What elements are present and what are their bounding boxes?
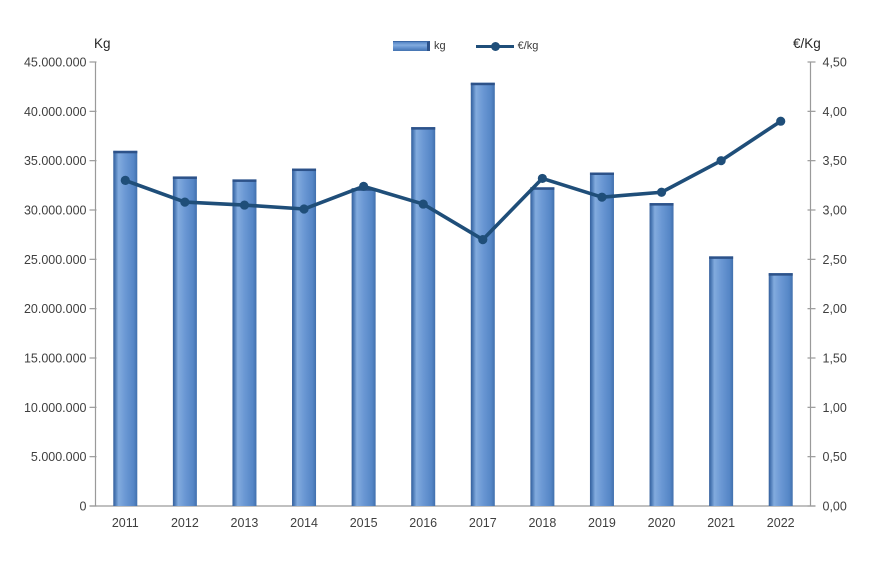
bar-2015 — [351, 188, 376, 506]
bar-cap-2020 — [649, 203, 674, 206]
bar-2022 — [768, 273, 793, 506]
legend-item-eur-per-kg: €/kg — [475, 40, 539, 52]
line-point-2015 — [359, 181, 369, 191]
x-axis-label-2015: 2015 — [350, 516, 378, 530]
line-point-2014 — [299, 204, 309, 214]
bar-cap-2012 — [172, 176, 197, 179]
left-axis-tick-label: 20.000.000 — [24, 302, 87, 316]
right-axis-tick-label: 0,50 — [823, 450, 847, 464]
bar-2011 — [113, 150, 138, 507]
line-point-2012 — [180, 197, 190, 207]
line-point-2020 — [656, 187, 667, 197]
x-axis-label-2020: 2020 — [648, 516, 676, 530]
x-axis-label-2017: 2017 — [469, 516, 497, 530]
bar-2013 — [232, 179, 257, 506]
left-axis-tick-label: 10.000.000 — [24, 401, 87, 415]
left-axis-tick-label: 40.000.000 — [24, 105, 87, 119]
legend-label-kg: kg — [434, 40, 446, 52]
bar-2018 — [530, 187, 555, 506]
bar-2012 — [172, 176, 197, 506]
right-axis-tick-label: 1,00 — [823, 401, 847, 415]
x-axis-label-2014: 2014 — [290, 516, 318, 530]
right-axis-tick-label: 4,50 — [823, 56, 847, 70]
left-axis-tick-label: 5.000.000 — [31, 450, 87, 464]
x-axis-label-2021: 2021 — [707, 516, 735, 530]
bar-cap-2014 — [292, 168, 317, 172]
x-axis-label-2019: 2019 — [588, 516, 616, 530]
left-axis-tick-label: 35.000.000 — [24, 154, 87, 168]
line-point-2018 — [537, 173, 547, 184]
x-axis-label-2013: 2013 — [231, 516, 259, 530]
left-axis-tick-label: 30.000.000 — [24, 204, 87, 218]
x-axis-label-2016: 2016 — [409, 516, 437, 530]
right-axis-tick-label: 0,00 — [823, 500, 847, 514]
left-axis-title: Kg — [94, 36, 111, 51]
bar-series-swatch-icon — [393, 41, 430, 51]
line-point-2022 — [776, 116, 786, 126]
bar-cap-2016 — [411, 127, 436, 130]
bar-2016 — [411, 127, 436, 507]
left-axis-tick-label: 25.000.000 — [24, 253, 87, 267]
bar-cap-2017 — [470, 82, 495, 86]
bar-cap-2013 — [232, 179, 257, 182]
bar-2021 — [709, 256, 734, 506]
right-axis-tick-label: 2,50 — [823, 253, 847, 267]
bar-2017 — [470, 82, 495, 506]
line-point-2016 — [418, 199, 428, 209]
x-axis-label-2018: 2018 — [528, 516, 556, 530]
bar-2020 — [649, 203, 674, 507]
left-axis-tick-label: 15.000.000 — [24, 352, 87, 366]
bar-cap-2018 — [530, 187, 555, 190]
eur-per-kg-line — [123, 119, 783, 242]
line-point-2017 — [478, 235, 488, 245]
right-axis-tick-label: 3,00 — [823, 204, 847, 218]
right-axis-tick-label: 2,00 — [823, 302, 847, 316]
bar-2019 — [589, 172, 614, 507]
bar-2014 — [292, 168, 317, 506]
right-axis-title: €/Kg — [793, 36, 821, 51]
x-axis-label-2011: 2011 — [112, 516, 139, 530]
right-axis-tick-label: 4,00 — [823, 105, 847, 119]
left-axis-tick-label: 45.000.000 — [24, 56, 87, 70]
x-axis-label-2022: 2022 — [767, 516, 795, 530]
bar-cap-2022 — [768, 273, 793, 276]
bar-cap-2011 — [113, 150, 138, 154]
right-axis-tick-label: 1,50 — [823, 352, 847, 366]
legend-item-kg: kg — [393, 40, 446, 52]
left-axis-tick-label: 0 — [80, 500, 87, 514]
bar-cap-2019 — [589, 172, 614, 176]
line-series-swatch-icon — [475, 41, 514, 51]
right-axis-tick-label: 3,50 — [823, 154, 847, 168]
line-point-2021 — [716, 156, 726, 166]
x-axis-label-2012: 2012 — [171, 516, 199, 530]
line-point-2019 — [597, 192, 607, 202]
line-point-2011 — [120, 175, 130, 185]
legend-label-eur-per-kg: €/kg — [517, 40, 539, 52]
line-point-2013 — [239, 200, 250, 210]
bar-cap-2021 — [709, 256, 734, 259]
chart-legend: kg €/kg — [393, 40, 538, 52]
